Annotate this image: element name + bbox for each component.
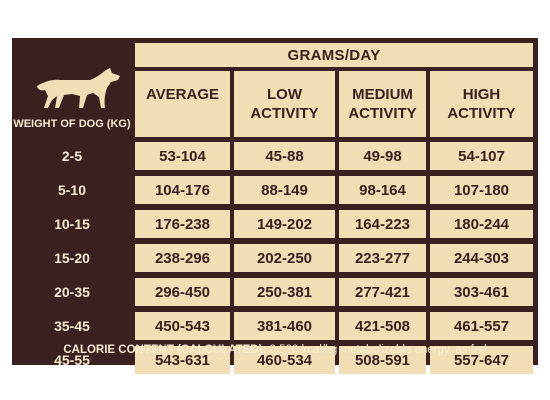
grams-value: 238-296	[135, 244, 230, 272]
grams-value: 223-277	[339, 244, 426, 272]
column-header-line2: ACTIVITY	[447, 105, 516, 122]
column-header-3: HIGH ACTIVITY	[430, 71, 533, 137]
feeding-table: WEIGHT OF DOG (KG) GRAMS/DAY AVERAGE LOW A…	[12, 38, 538, 374]
column-header-line2: ACTIVITY	[348, 105, 417, 122]
grams-value: 543-631	[135, 346, 230, 374]
grams-value: 303-461	[430, 278, 533, 306]
grams-value: 53-104	[135, 142, 230, 170]
grams-value: 180-244	[430, 210, 533, 238]
column-header-line1: LOW	[267, 86, 302, 103]
grams-value: 296-450	[135, 278, 230, 306]
calorie-value: 3,520 kcal/kg metabolizable energy, as f…	[269, 344, 487, 356]
grams-value: 450-543	[135, 312, 230, 340]
weight-range: 5-10	[57, 182, 87, 198]
column-header-line1: HIGH	[462, 86, 501, 103]
grams-value: 461-557	[430, 312, 533, 340]
grams-value: 202-250	[234, 244, 335, 272]
grams-value: 45-88	[234, 142, 335, 170]
grams-value: 421-508	[339, 312, 426, 340]
grams-value: 98-164	[339, 176, 426, 204]
weight-range: 20-35	[54, 284, 90, 300]
grams-value: 176-238	[135, 210, 230, 238]
dog-silhouette-icon	[37, 68, 120, 108]
column-header-2: MEDIUM ACTIVITY	[339, 71, 426, 137]
column-header-line2: ACTIVITY	[250, 105, 319, 122]
grams-value: 508-591	[339, 346, 426, 374]
grams-value: 460-534	[234, 346, 335, 374]
column-header-line1: AVERAGE	[145, 86, 220, 103]
grams-value: 54-107	[430, 142, 533, 170]
column-header-0: AVERAGE	[135, 71, 230, 137]
weight-range: 2-5	[61, 148, 83, 164]
grams-value: 49-98	[339, 142, 426, 170]
grams-value: 381-460	[234, 312, 335, 340]
weight-range: 15-20	[54, 250, 90, 266]
grams-value: 244-303	[430, 244, 533, 272]
weight-range: 45-55	[54, 352, 90, 368]
grams-value: 107-180	[430, 176, 533, 204]
column-header-1: LOW ACTIVITY	[234, 71, 335, 137]
grams-value: 149-202	[234, 210, 335, 238]
weight-range: 35-45	[54, 318, 90, 334]
grams-value: 88-149	[234, 176, 335, 204]
grams-per-day-header: GRAMS/DAY	[135, 43, 533, 67]
grams-value: 557-647	[430, 346, 533, 374]
weight-column-header: WEIGHT OF DOG (KG)	[13, 118, 131, 130]
grams-value: 250-381	[234, 278, 335, 306]
weight-range: 10-15	[54, 216, 90, 232]
calorie-label: CALORIE CONTENT (CALCULATED):	[63, 344, 267, 356]
column-header-line1: MEDIUM	[352, 86, 413, 103]
calorie-content-note: CALORIE CONTENT (CALCULATED): 3,520 kcal…	[12, 338, 538, 362]
grams-value: 277-421	[339, 278, 426, 306]
grams-value: 164-223	[339, 210, 426, 238]
grams-value: 104-176	[135, 176, 230, 204]
